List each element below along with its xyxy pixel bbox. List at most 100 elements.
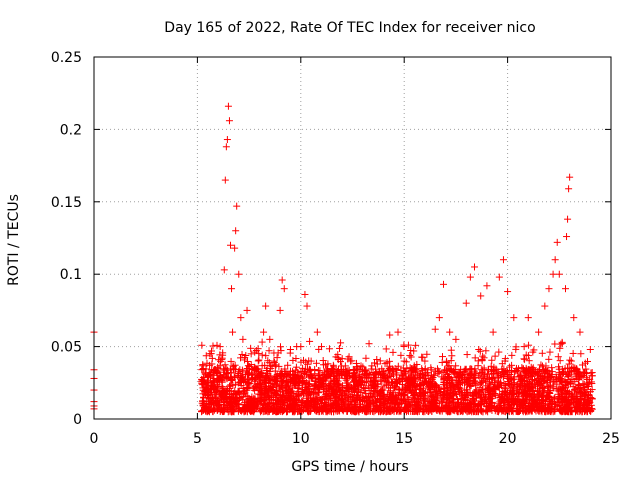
data-point [435, 368, 443, 376]
data-point [450, 405, 458, 413]
data-point [579, 380, 587, 388]
data-point [355, 408, 363, 416]
data-point [229, 328, 237, 336]
data-point [258, 362, 266, 370]
data-point [574, 403, 582, 411]
data-point [261, 396, 269, 404]
data-point [530, 381, 538, 389]
data-point [221, 176, 229, 184]
data-point [307, 357, 315, 365]
data-point [518, 364, 526, 372]
data-point [211, 404, 219, 412]
data-point [243, 383, 251, 391]
data-point [370, 377, 378, 385]
data-point [531, 391, 539, 399]
data-point [566, 356, 574, 364]
data-point [546, 374, 554, 382]
data-point [447, 357, 455, 365]
data-point [242, 351, 250, 359]
data-point [463, 381, 471, 389]
data-point [208, 360, 216, 368]
data-point [314, 374, 322, 382]
data-point [585, 391, 593, 399]
data-point [338, 396, 346, 404]
data-point [219, 388, 227, 396]
data-point [198, 378, 206, 386]
data-point [395, 385, 403, 393]
data-point [382, 377, 390, 385]
data-point [220, 266, 228, 274]
data-points [90, 102, 596, 416]
data-point [351, 378, 359, 386]
data-point [230, 408, 238, 416]
data-point [292, 366, 300, 374]
data-point [202, 352, 210, 360]
data-point [324, 366, 332, 374]
data-point [588, 380, 596, 388]
data-point [239, 373, 247, 381]
data-point [436, 407, 444, 415]
data-point [585, 383, 593, 391]
data-point [199, 397, 207, 405]
data-point [525, 357, 533, 365]
data-point [462, 365, 470, 373]
data-point [321, 361, 329, 369]
data-point [545, 355, 553, 363]
data-point [291, 404, 299, 412]
data-point [325, 345, 333, 353]
data-point [223, 136, 231, 144]
data-point [334, 400, 342, 408]
data-point [419, 371, 427, 379]
data-point [376, 389, 384, 397]
data-point [424, 379, 432, 387]
data-point [251, 364, 259, 372]
data-point [431, 367, 439, 375]
data-point [222, 369, 230, 377]
data-point [520, 355, 528, 363]
data-point [259, 376, 267, 384]
x-tick-label: 15 [395, 431, 413, 447]
data-point [334, 403, 342, 411]
data-point [311, 403, 319, 411]
data-point [411, 407, 419, 415]
data-point [305, 365, 313, 373]
data-point [506, 370, 514, 378]
data-point [286, 405, 294, 413]
data-point [328, 369, 336, 377]
data-point [347, 383, 355, 391]
data-point [237, 314, 245, 322]
data-point [266, 335, 274, 343]
data-point [243, 357, 251, 365]
data-point [466, 405, 474, 413]
data-point [394, 328, 402, 336]
data-point [397, 405, 405, 413]
data-point [360, 378, 368, 386]
data-point [567, 399, 575, 407]
data-point [232, 227, 240, 235]
data-point [257, 368, 265, 376]
data-point [491, 391, 499, 399]
data-point [339, 382, 347, 390]
data-point [201, 388, 209, 396]
data-point [411, 368, 419, 376]
data-point [456, 376, 464, 384]
data-point [229, 362, 237, 370]
data-point [419, 388, 427, 396]
data-point [292, 354, 300, 362]
data-point [476, 380, 484, 388]
data-point [407, 382, 415, 390]
data-point [251, 348, 259, 356]
plot-frame [93, 56, 612, 420]
data-point [270, 358, 278, 366]
data-point [539, 384, 547, 392]
data-point [372, 401, 380, 409]
data-point [486, 405, 494, 413]
data-point [276, 406, 284, 414]
data-point [504, 288, 512, 296]
data-point [329, 367, 337, 375]
data-point [384, 407, 392, 415]
data-point [246, 380, 254, 388]
data-point [237, 354, 245, 362]
data-point [534, 374, 542, 382]
data-point [323, 374, 331, 382]
